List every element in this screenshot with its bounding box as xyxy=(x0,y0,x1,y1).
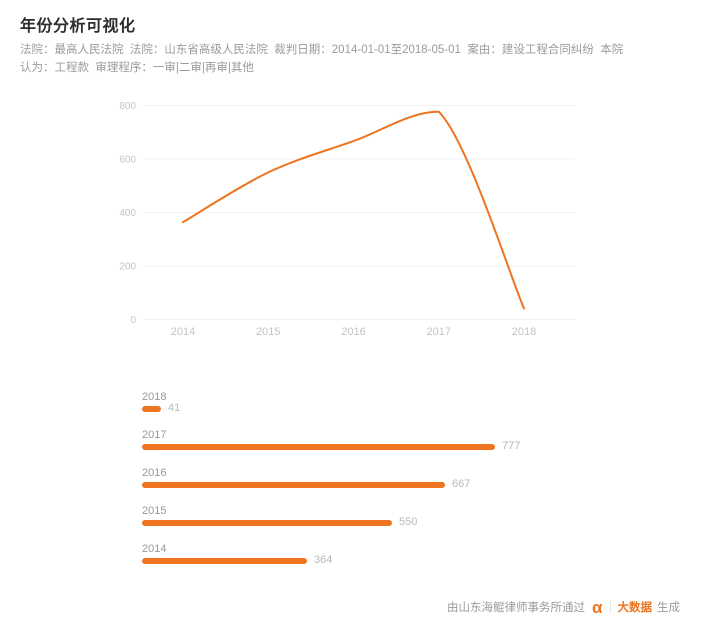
line-series-path xyxy=(182,110,525,310)
bar-value-label: 667 xyxy=(452,478,471,490)
footer-brand-text: 大数据 xyxy=(617,602,653,614)
bar-value-label: 41 xyxy=(168,402,181,414)
page-title: 年份分析可视化 xyxy=(20,18,136,35)
bar xyxy=(142,443,495,450)
bar-row: 2016 667 xyxy=(142,467,520,490)
bar xyxy=(142,557,307,564)
bar-value-label: 550 xyxy=(399,516,418,528)
filter-meta-text: 法院：最高人民法院 法院：山东省高级人民法院 裁判日期：2014-01-01至2… xyxy=(20,44,624,74)
bar xyxy=(142,519,392,526)
line-chart: 0 200 400 600 800 2014 2015 2016 2017 2018 xyxy=(119,101,575,338)
bar xyxy=(142,405,161,412)
x-axis-tick-label: 2018 xyxy=(512,326,536,338)
y-axis-tick-label: 0 xyxy=(130,315,136,326)
bar-chart: 2018 41 2017 777 2016 667 2015 550 2014 364 xyxy=(142,391,520,581)
y-axis-tick-label: 800 xyxy=(119,101,136,112)
bar-line: 550 xyxy=(142,516,520,528)
bar-year-label: 2015 xyxy=(142,505,167,517)
bar-row: 2015 550 xyxy=(142,505,520,528)
bar-value-label: 777 xyxy=(502,440,521,452)
bar-year-label: 2018 xyxy=(142,391,167,403)
y-axis-tick-label: 600 xyxy=(119,155,136,166)
bar-year-label: 2016 xyxy=(142,467,167,479)
footer-suffix-text: 生成 xyxy=(657,602,680,614)
x-axis-tick-label: 2017 xyxy=(427,326,451,338)
bar-year-label: 2014 xyxy=(142,543,167,555)
bar-value-label: 364 xyxy=(314,554,333,566)
bar-line: 667 xyxy=(142,478,520,490)
alpha-logo-icon: α xyxy=(592,597,603,617)
bar-line: 364 xyxy=(142,554,520,566)
bar-line: 41 xyxy=(142,402,520,414)
y-axis-tick-label: 200 xyxy=(119,262,136,273)
x-axis-tick-label: 2014 xyxy=(171,326,195,338)
footer-prefix-text: 由山东海鲲律师事务所通过 xyxy=(447,602,586,614)
bar-line: 777 xyxy=(142,440,521,452)
footer: 由山东海鲲律师事务所通过 α 大数据 生成 xyxy=(447,598,680,616)
bar xyxy=(142,481,445,488)
x-axis-tick-label: 2015 xyxy=(256,326,280,338)
x-axis-tick-label: 2016 xyxy=(341,326,365,338)
y-axis-tick-label: 400 xyxy=(119,208,136,219)
bar-row: 2014 364 xyxy=(142,543,520,566)
bar-row: 2017 777 xyxy=(142,429,521,452)
footer-divider xyxy=(609,601,611,613)
bar-year-label: 2017 xyxy=(142,429,167,441)
bar-row: 2018 41 xyxy=(142,391,520,414)
